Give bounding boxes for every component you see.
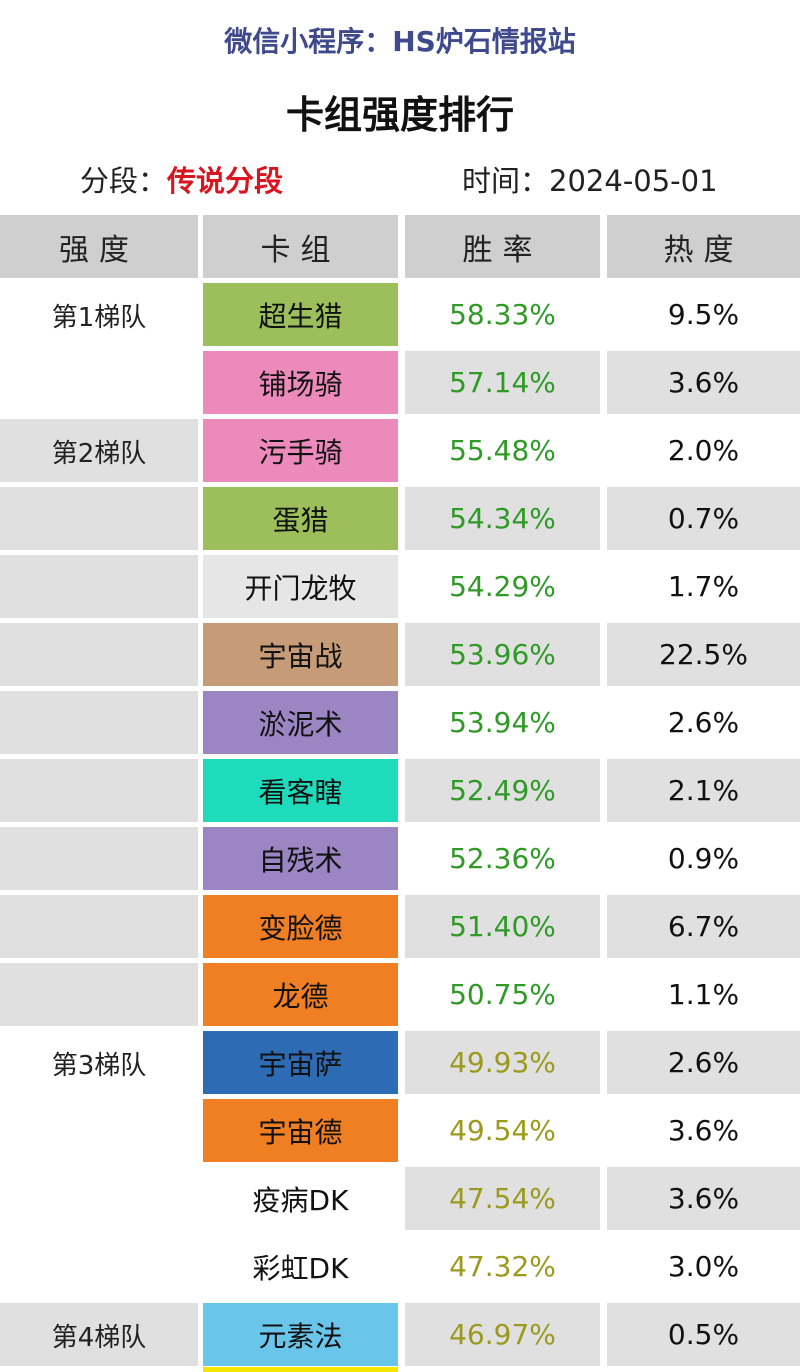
deck-name[interactable]: 龙德 [203, 963, 398, 1026]
tier-cell: 第4梯队 [0, 1303, 198, 1366]
tier-filter-label: 分段： [80, 164, 168, 198]
winrate-value: 47.32% [449, 1250, 556, 1283]
tier-filter: 分段：传说分段 [80, 158, 283, 200]
winrate-value: 57.14% [405, 351, 600, 414]
deck-name[interactable]: 疫病DK [203, 1167, 398, 1230]
winrate-value: 49.54% [449, 1114, 556, 1147]
tier-cell [0, 1099, 198, 1162]
table-row[interactable]: 彩虹DK 47.32% 3.0% [0, 1235, 800, 1298]
popularity-value: 3.6% [607, 1167, 800, 1230]
deck-name[interactable]: 开门龙牧 [203, 555, 398, 618]
tier-cell: 第2梯队 [0, 419, 198, 482]
winrate-value: 54.34% [405, 487, 600, 550]
deck-name[interactable]: 超生猎 [203, 283, 398, 346]
deck-name[interactable]: 蛋猎 [203, 487, 398, 550]
winrate-value: 47.54% [405, 1167, 600, 1230]
popularity-value: 9.5% [667, 298, 740, 331]
winrate-value: 53.96% [405, 623, 600, 686]
date-value: 2024-05-01 [549, 164, 718, 198]
tier-filter-value: 传说分段 [167, 164, 284, 198]
popularity-value: 1.1% [667, 978, 740, 1011]
tier-cell [0, 691, 198, 754]
popularity-value: 0.5% [607, 1303, 800, 1366]
tier-cell [0, 827, 198, 890]
deck-name[interactable]: 自残术 [203, 827, 398, 890]
header-winrate: 胜率 [405, 215, 600, 278]
winrate-value: 49.93% [405, 1031, 600, 1094]
source-caption: 微信小程序：HS炉石情报站 [224, 25, 576, 58]
header-tier: 强度 [0, 215, 198, 278]
popularity-value: 2.0% [667, 434, 740, 467]
deck-ranking-table: 强度 卡组 胜率 热度 第1梯队 超生猎 58.33% 9.5% 铺场骑 57.14% 3.… [0, 215, 800, 1372]
tier-cell [0, 1235, 198, 1298]
tier-cell [0, 963, 198, 1026]
deck-name[interactable]: 元素法 [203, 1303, 398, 1366]
table-row[interactable]: 蛋猎 54.34% 0.7% [0, 487, 800, 550]
table-row[interactable]: 变脸德 51.40% 6.7% [0, 895, 800, 958]
winrate-value: 55.48% [449, 434, 556, 467]
table-header: 强度 卡组 胜率 热度 [0, 215, 800, 278]
popularity-value: 3.0% [667, 1250, 740, 1283]
popularity-value: 22.5% [607, 623, 800, 686]
deck-name[interactable]: 污手骑 [203, 419, 398, 482]
winrate-value: 50.75% [449, 978, 556, 1011]
winrate-value: 46.97% [405, 1303, 600, 1366]
table-row[interactable]: 第3梯队 宇宙萨 49.93% 2.6% [0, 1031, 800, 1094]
tier-cell [0, 895, 198, 958]
table-row[interactable]: 第4梯队 元素法 46.97% 0.5% [0, 1303, 800, 1366]
tier-cell [0, 1167, 198, 1230]
popularity-value: 3.6% [607, 351, 800, 414]
table-row[interactable]: 看客瞎 52.49% 2.1% [0, 759, 800, 822]
tier-cell [0, 351, 198, 414]
page-title: 卡组强度排行 [285, 93, 514, 137]
popularity-value: 1.7% [667, 570, 740, 603]
winrate-value: 52.36% [449, 842, 556, 875]
tier-cell: 第1梯队 [51, 303, 147, 333]
table-body: 第1梯队 超生猎 58.33% 9.5% 铺场骑 57.14% 3.6% 第2梯队 污手骑 55.… [0, 283, 800, 1366]
table-row[interactable]: 开门龙牧 54.29% 1.7% [0, 555, 800, 618]
date-info: 时间：2024-05-01 [462, 158, 718, 200]
popularity-value: 0.9% [667, 842, 740, 875]
tier-cell [0, 487, 198, 550]
table-row[interactable]: 龙德 50.75% 1.1% [0, 963, 800, 1026]
table-row[interactable]: 自残术 52.36% 0.9% [0, 827, 800, 890]
header-popularity: 热度 [607, 215, 800, 278]
table-row[interactable]: 宇宙战 53.96% 22.5% [0, 623, 800, 686]
table-row[interactable]: 铺场骑 57.14% 3.6% [0, 351, 800, 414]
table-row[interactable]: 第2梯队 污手骑 55.48% 2.0% [0, 419, 800, 482]
popularity-value: 2.1% [607, 759, 800, 822]
winrate-value: 51.40% [405, 895, 600, 958]
next-deck-color-strip [203, 1367, 398, 1372]
deck-name[interactable]: 宇宙萨 [203, 1031, 398, 1094]
winrate-value: 54.29% [449, 570, 556, 603]
tier-cell [0, 555, 198, 618]
deck-name[interactable]: 宇宙战 [203, 623, 398, 686]
date-label: 时间： [462, 164, 550, 198]
deck-name[interactable]: 看客瞎 [203, 759, 398, 822]
popularity-value: 0.7% [607, 487, 800, 550]
deck-name[interactable]: 彩虹DK [203, 1235, 398, 1298]
tier-cell [0, 623, 198, 686]
popularity-value: 3.6% [667, 1114, 740, 1147]
deck-name[interactable]: 铺场骑 [203, 351, 398, 414]
deck-name[interactable]: 宇宙德 [203, 1099, 398, 1162]
popularity-value: 6.7% [607, 895, 800, 958]
header-deck: 卡组 [203, 215, 398, 278]
tier-cell [0, 759, 198, 822]
popularity-value: 2.6% [667, 706, 740, 739]
tier-cell: 第3梯队 [51, 1051, 147, 1081]
deck-name[interactable]: 淤泥术 [203, 691, 398, 754]
table-row[interactable]: 第1梯队 超生猎 58.33% 9.5% [0, 283, 800, 346]
popularity-value: 2.6% [607, 1031, 800, 1094]
table-row[interactable]: 疫病DK 47.54% 3.6% [0, 1167, 800, 1230]
winrate-value: 58.33% [449, 298, 556, 331]
table-row[interactable]: 宇宙德 49.54% 3.6% [0, 1099, 800, 1162]
winrate-value: 52.49% [405, 759, 600, 822]
deck-name[interactable]: 变脸德 [203, 895, 398, 958]
table-row[interactable]: 淤泥术 53.94% 2.6% [0, 691, 800, 754]
winrate-value: 53.94% [449, 706, 556, 739]
